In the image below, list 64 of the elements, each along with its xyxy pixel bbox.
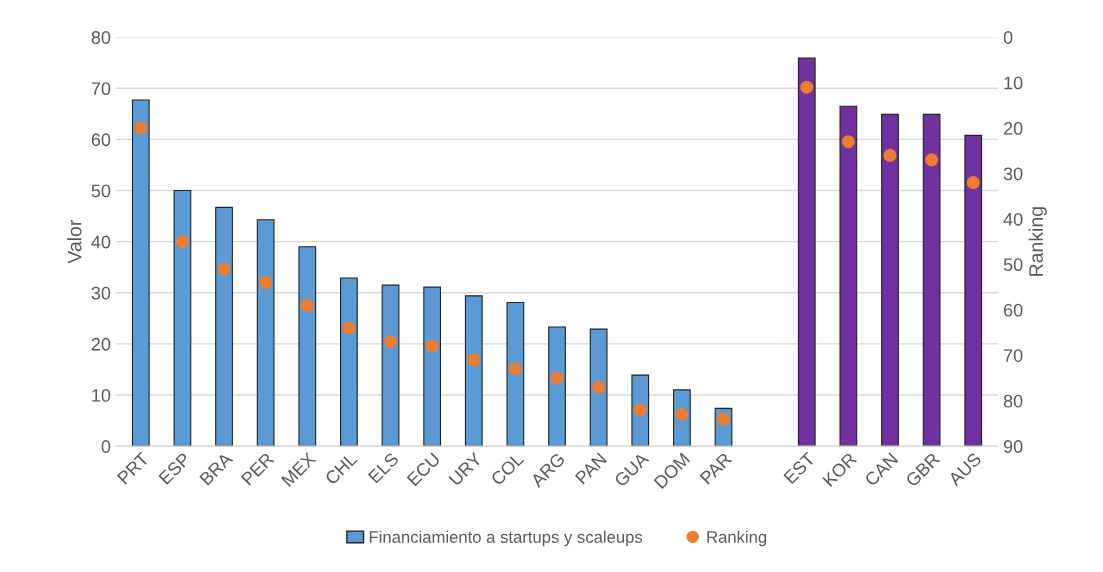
- y-tick-label: 60: [91, 133, 111, 147]
- point: [592, 380, 606, 394]
- y2-tick-label: 90: [1003, 440, 1023, 453]
- y2-tick-label: 10: [1004, 76, 1023, 90]
- y2-tick-label: 30: [1003, 167, 1023, 181]
- point: [175, 235, 189, 249]
- y-tick-label: 0: [101, 440, 111, 453]
- point: [384, 335, 398, 349]
- point: [508, 362, 522, 376]
- bar: [423, 286, 442, 447]
- y2-tick-label: 20: [1003, 122, 1023, 135]
- y2-tick-label: 60: [1003, 303, 1023, 317]
- bar: [506, 301, 525, 447]
- y-tick-label: 50: [91, 184, 111, 198]
- point: [841, 135, 855, 149]
- point: [425, 339, 439, 353]
- bar: [256, 219, 275, 447]
- bar: [215, 206, 233, 447]
- bar: [797, 57, 816, 447]
- y-tick-label: 30: [91, 286, 111, 300]
- bar: [464, 295, 483, 447]
- bar: [340, 277, 358, 447]
- bar: [922, 113, 941, 447]
- x-tick-label: CHL: [324, 451, 358, 486]
- point: [800, 80, 814, 94]
- x-tick-label: GUA: [613, 451, 650, 488]
- x-tick-label: COL: [490, 451, 525, 486]
- bar: [589, 328, 608, 447]
- point: [717, 412, 731, 426]
- y2-tick-label: 80: [1003, 394, 1023, 408]
- point: [300, 298, 314, 312]
- bar: [173, 189, 192, 447]
- bar: [964, 134, 983, 447]
- bar: [881, 113, 899, 447]
- y2-tick-label: 0: [1003, 31, 1013, 44]
- bar: [298, 246, 317, 447]
- point: [883, 148, 897, 162]
- bar: [548, 326, 566, 447]
- y2-tick-label: 40: [1003, 212, 1023, 226]
- y2-tick-label: 70: [1004, 349, 1023, 362]
- point: [675, 407, 689, 421]
- legend-label: Ranking: [707, 530, 767, 547]
- point: [134, 121, 148, 135]
- y-axis-title: Valor: [67, 220, 82, 264]
- point: [966, 176, 980, 190]
- point: [342, 321, 356, 335]
- point: [550, 371, 564, 385]
- bar: [381, 284, 400, 447]
- bar: [131, 99, 150, 447]
- point: [633, 403, 647, 417]
- x-tick-label: ELS: [367, 451, 400, 484]
- y-tick-label: 10: [92, 388, 111, 402]
- y2-axis-title: Ranking: [1028, 207, 1047, 276]
- point: [217, 262, 231, 276]
- point: [925, 153, 939, 167]
- y-tick-label: 20: [91, 337, 111, 351]
- y-tick-label: 40: [91, 235, 111, 249]
- bar: [839, 105, 858, 447]
- y-tick-label: 80: [91, 31, 111, 44]
- y-tick-label: 70: [91, 82, 111, 96]
- y2-tick-label: 50: [1003, 258, 1023, 272]
- point: [467, 353, 481, 367]
- point: [259, 276, 273, 290]
- legend-label: Financiamiento a startups y scaleups: [369, 530, 643, 547]
